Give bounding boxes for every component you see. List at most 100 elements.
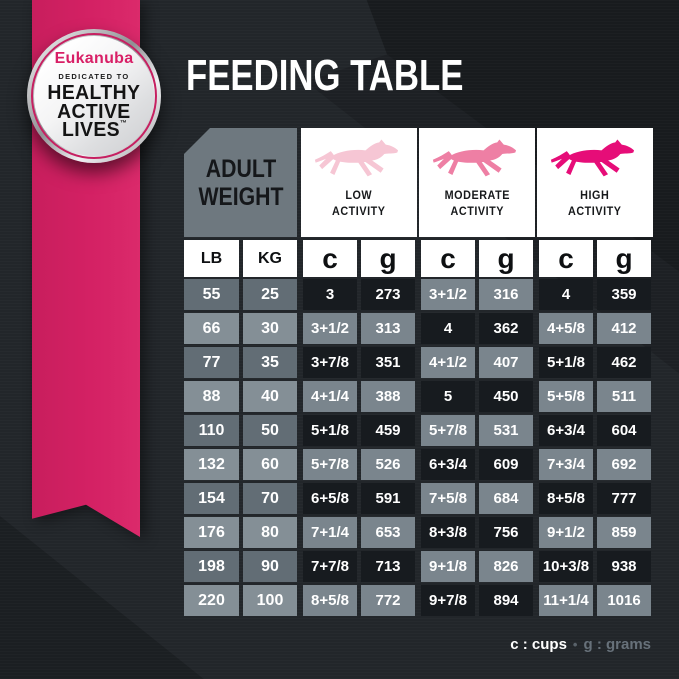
- table-cell: 25: [243, 279, 297, 310]
- table-cell: 777: [597, 483, 651, 514]
- table-cell: 362: [479, 313, 533, 344]
- table-cell: 30: [243, 313, 297, 344]
- table-cell: 526: [361, 449, 415, 480]
- activity-high-line1: HIGH: [580, 188, 610, 202]
- table-cell: 531: [479, 415, 533, 446]
- table-cell: 5+7/8: [303, 449, 357, 480]
- table-cell: 90: [243, 551, 297, 582]
- table-cell: 359: [597, 279, 651, 310]
- table-cell: 100: [243, 585, 297, 616]
- activity-label-high: HIGH ACTIVITY: [568, 187, 622, 219]
- table-cell: 6+3/4: [539, 415, 593, 446]
- table-cell: 60: [243, 449, 297, 480]
- table-cell: 9+1/8: [421, 551, 475, 582]
- adult-label-line2: WEIGHT: [198, 182, 283, 211]
- table-cell: 388: [361, 381, 415, 412]
- table-cell: 316: [479, 279, 533, 310]
- table-row: 198 90 7+7/8 713 9+1/8 826 10+3/8 938: [184, 551, 651, 582]
- unit-header-cell: c: [539, 240, 593, 277]
- running-dog-icon-low: [314, 139, 399, 177]
- activity-moderate-line1: MODERATE: [444, 188, 510, 202]
- table-cell: 604: [597, 415, 651, 446]
- table-cell: 7+5/8: [421, 483, 475, 514]
- unit-header-cell: c: [303, 240, 357, 277]
- table-cell: 351: [361, 347, 415, 378]
- table-row: 154 70 6+5/8 591 7+5/8 684 8+5/8 777: [184, 483, 651, 514]
- table-cell: 5+1/8: [539, 347, 593, 378]
- table-cell: 8+5/8: [539, 483, 593, 514]
- table-body: 55 25 3 273 3+1/2 316 4 359 66 30 3+1/2 313 4 362 4+5/…: [184, 279, 651, 619]
- table-cell: 938: [597, 551, 651, 582]
- table-cell: 10+3/8: [539, 551, 593, 582]
- unit-header-cell: LB: [184, 240, 239, 277]
- adult-weight-label: ADULT WEIGHT: [198, 155, 283, 211]
- unit-header-cell: g: [361, 240, 415, 277]
- table-cell: 273: [361, 279, 415, 310]
- running-dog-icon-moderate: [432, 139, 517, 177]
- table-cell: 462: [597, 347, 651, 378]
- table-cell: 684: [479, 483, 533, 514]
- table-cell: 11+1/4: [539, 585, 593, 616]
- unit-header-cell: g: [597, 240, 651, 277]
- unit-header-cell: KG: [243, 240, 297, 277]
- table-cell: 4: [421, 313, 475, 344]
- table-cell: 8+5/8: [303, 585, 357, 616]
- table-cell: 894: [479, 585, 533, 616]
- table-cell: 653: [361, 517, 415, 548]
- table-cell: 77: [184, 347, 239, 378]
- table-cell: 7+1/4: [303, 517, 357, 548]
- activity-header-high: HIGH ACTIVITY: [537, 128, 653, 237]
- badge-active-text: ACTIVE: [57, 100, 131, 123]
- table-cell: 692: [597, 449, 651, 480]
- activity-high-line2: ACTIVITY: [568, 204, 622, 219]
- legend-separator-dot: •: [572, 637, 578, 652]
- table-cell: 4: [539, 279, 593, 310]
- table-cell: 713: [361, 551, 415, 582]
- trademark-symbol: ™: [119, 120, 127, 128]
- table-cell: 459: [361, 415, 415, 446]
- running-dog-icon-high: [550, 139, 635, 177]
- table-cell: 50: [243, 415, 297, 446]
- table-cell: 9+7/8: [421, 585, 475, 616]
- table-cell: 407: [479, 347, 533, 378]
- table-cell: 66: [184, 313, 239, 344]
- table-cell: 132: [184, 449, 239, 480]
- table-cell: 9+1/2: [539, 517, 593, 548]
- table-cell: 220: [184, 585, 239, 616]
- legend-grams: g : grams: [583, 636, 651, 653]
- table-cell: 756: [479, 517, 533, 548]
- table-cell: 110: [184, 415, 239, 446]
- activity-header-moderate: MODERATE ACTIVITY: [419, 128, 535, 237]
- brand-logo-text: Eukanuba: [54, 50, 134, 68]
- table-cell: 5+7/8: [421, 415, 475, 446]
- table-row: 176 80 7+1/4 653 8+3/8 756 9+1/2 859: [184, 517, 651, 548]
- table-row: 132 60 5+7/8 526 6+3/4 609 7+3/4 692: [184, 449, 651, 480]
- table-cell: 3+1/2: [421, 279, 475, 310]
- page-title: FEEDING TABLE: [186, 51, 464, 100]
- badge-pink-ring: Eukanuba DEDICATED TO HEALTHY ACTIVE LIV…: [31, 33, 157, 159]
- table-cell: 4+1/4: [303, 381, 357, 412]
- table-row: 55 25 3 273 3+1/2 316 4 359: [184, 279, 651, 310]
- table-cell: 1016: [597, 585, 651, 616]
- table-cell: 55: [184, 279, 239, 310]
- activity-header-low: LOW ACTIVITY: [301, 128, 417, 237]
- badge-healthy-text: HEALTHY: [47, 82, 141, 105]
- table-cell: 511: [597, 381, 651, 412]
- table-cell: 412: [597, 313, 651, 344]
- badge-lives-word: LIVES: [61, 119, 120, 142]
- activity-label-moderate: MODERATE ACTIVITY: [444, 187, 509, 219]
- badge-lives-text: LIVES™: [61, 119, 127, 142]
- table-cell: 4+5/8: [539, 313, 593, 344]
- table-cell: 8+3/8: [421, 517, 475, 548]
- table-cell: 80: [243, 517, 297, 548]
- table-cell: 5: [421, 381, 475, 412]
- table-cell: 3+7/8: [303, 347, 357, 378]
- table-row: 110 50 5+1/8 459 5+7/8 531 6+3/4 604: [184, 415, 651, 446]
- table-cell: 826: [479, 551, 533, 582]
- legend-cups: c : cups: [510, 636, 567, 653]
- table-cell: 450: [479, 381, 533, 412]
- table-cell: 88: [184, 381, 239, 412]
- table-header-band: ADULT WEIGHT LOW ACTIVITY MODERATE ACTIV…: [184, 128, 653, 237]
- table-cell: 859: [597, 517, 651, 548]
